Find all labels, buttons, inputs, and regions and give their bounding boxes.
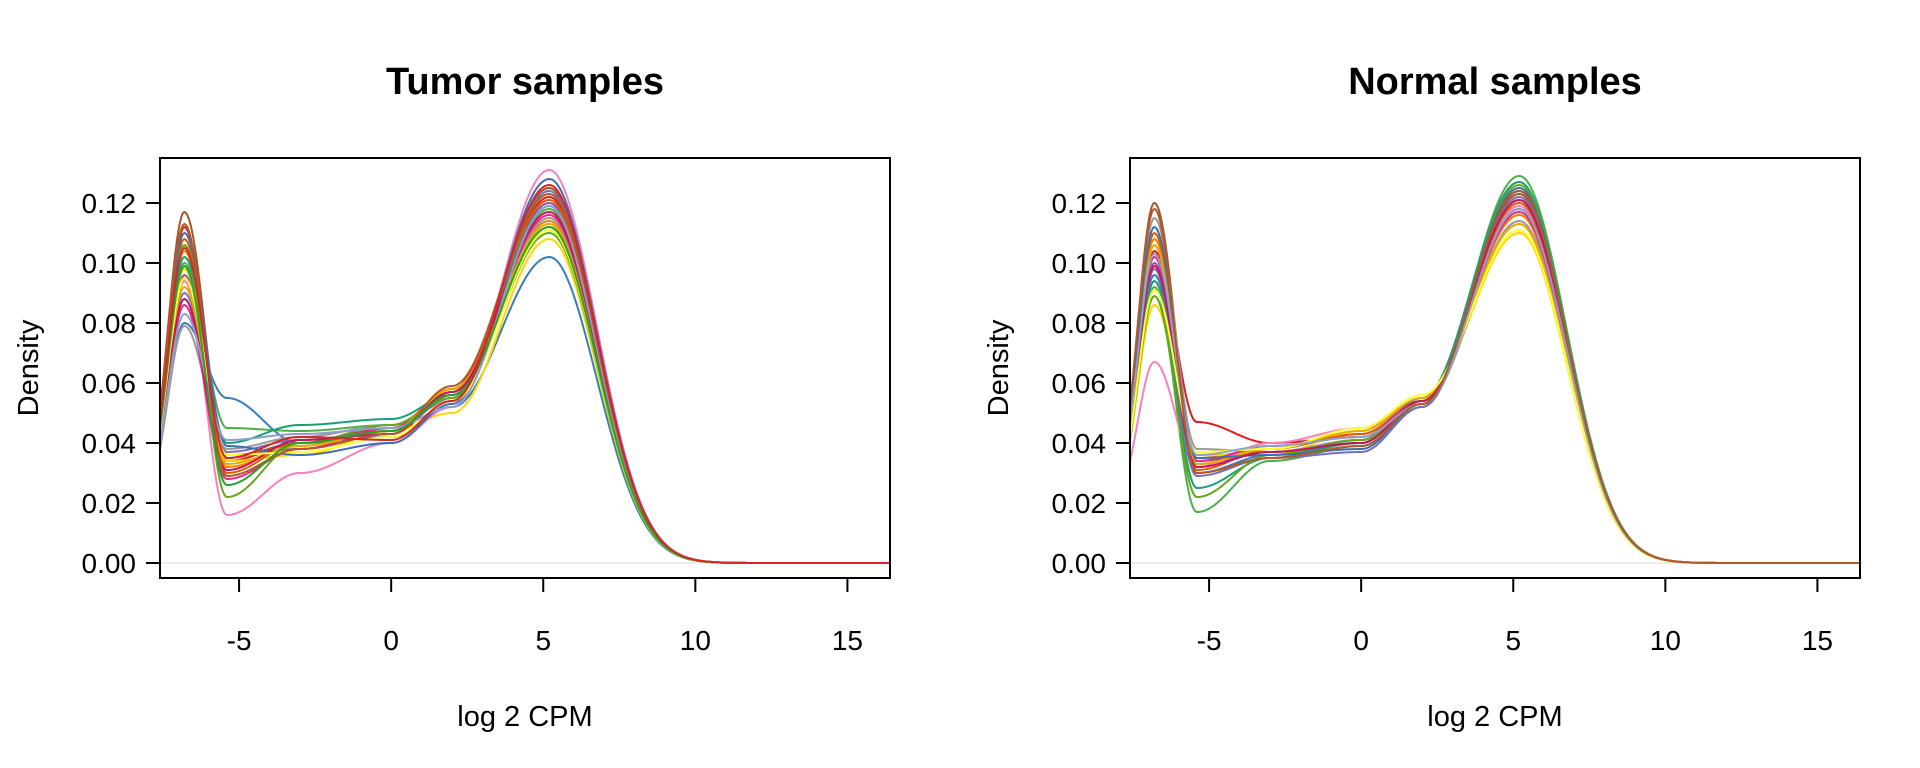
y-tick-label: 0.08 — [1052, 308, 1107, 339]
x-tick-label: 5 — [1505, 625, 1521, 656]
y-tick-label: 0.08 — [82, 308, 137, 339]
series-line-15 — [160, 222, 890, 564]
y-tick-label: 0.06 — [82, 368, 137, 399]
series-line-3 — [160, 207, 890, 564]
series-line-5 — [1130, 213, 1860, 564]
y-tick-label: 0.10 — [82, 248, 137, 279]
y-tick-label: 0.02 — [82, 488, 137, 519]
x-tick-label: 5 — [535, 625, 551, 656]
series-group — [1130, 174, 1860, 564]
series-line-12 — [1130, 195, 1860, 564]
chart-title: Normal samples — [1348, 61, 1642, 103]
y-tick-label: 0.06 — [1052, 368, 1107, 399]
y-tick-label: 0.10 — [1052, 248, 1107, 279]
x-tick-label: 10 — [1650, 625, 1681, 656]
x-axis-label: log 2 CPM — [1427, 701, 1562, 733]
series-line-2 — [160, 255, 890, 564]
x-tick-label: 0 — [383, 625, 399, 656]
series-line-15 — [1130, 222, 1860, 564]
x-tick-label: -5 — [227, 625, 252, 656]
series-line-20 — [1130, 189, 1860, 564]
x-tick-label: 15 — [1802, 625, 1833, 656]
density-panel-2: Normal samples -5 0 5 10 15 0.00 0.02 0.04 0.06 0.… — [983, 61, 1861, 733]
plot-frame — [1129, 157, 1861, 579]
series-line-18 — [1130, 228, 1860, 564]
y-tick-label: 0.04 — [82, 428, 137, 459]
series-line-9 — [1130, 216, 1860, 564]
y-tick-label: 0.04 — [1052, 428, 1107, 459]
series-group — [160, 168, 890, 564]
y-tick-label: 0.12 — [1052, 188, 1107, 219]
series-line-8 — [1130, 204, 1860, 564]
y-axis-label: Density — [13, 319, 45, 416]
series-line-9 — [160, 216, 890, 564]
x-tick-label: -5 — [1197, 625, 1222, 656]
y-tick-label: 0.12 — [82, 188, 137, 219]
series-line-19 — [1130, 207, 1860, 564]
x-tick-label: 0 — [1353, 625, 1369, 656]
series-line-22 — [160, 183, 890, 564]
y-tick-label: 0.00 — [82, 548, 137, 579]
y-axis-label: Density — [983, 319, 1015, 416]
series-line-10 — [160, 204, 890, 564]
density-panel-1: Tumor samples -5 0 5 10 15 0.00 0.02 0.04 0.06 0.0… — [13, 61, 891, 733]
series-line-14 — [160, 231, 890, 564]
y-tick-label: 0.02 — [1052, 488, 1107, 519]
series-line-5 — [160, 219, 890, 564]
series-line-6 — [1130, 231, 1860, 564]
x-tick-label: 15 — [832, 625, 863, 656]
series-line-19 — [160, 204, 890, 564]
x-tick-label: 10 — [680, 625, 711, 656]
x-axis-label: log 2 CPM — [457, 701, 592, 733]
chart-title: Tumor samples — [386, 61, 664, 103]
plot-frame — [159, 157, 891, 579]
series-line-1 — [1130, 207, 1860, 564]
y-tick-label: 0.00 — [1052, 548, 1107, 579]
series-line-13 — [1130, 210, 1860, 564]
series-line-13 — [160, 213, 890, 564]
series-line-6 — [160, 237, 890, 564]
